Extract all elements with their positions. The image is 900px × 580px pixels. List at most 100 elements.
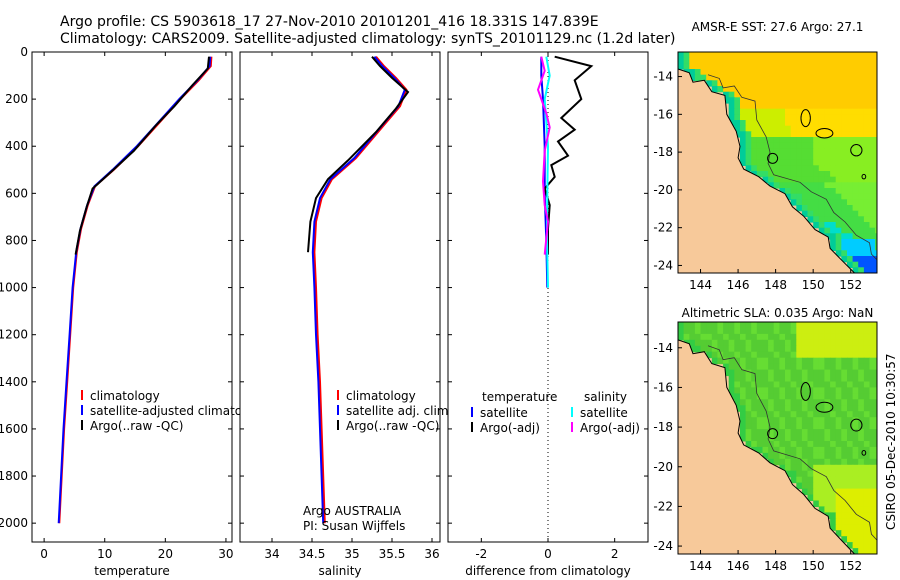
sst-map-cell: [869, 165, 876, 172]
sst-map-cell: [830, 216, 837, 223]
sst-map-cell: [762, 171, 769, 178]
sst-map-cell: [830, 103, 837, 110]
sla-map-cell: [852, 405, 859, 412]
sla-map-cell: [818, 375, 825, 382]
sst-map-cell: [875, 250, 877, 257]
sla-map-cell: [728, 339, 735, 347]
sst-map-cell: [841, 159, 848, 166]
sst-map-cell: [807, 57, 814, 64]
sst-map-cell: [863, 182, 871, 189]
sla-map-cell: [830, 488, 837, 496]
sla-map-cell: [745, 399, 752, 406]
sst-map-cell: [728, 103, 735, 110]
sla-map-cell: [762, 423, 769, 430]
sla-map-cell: [756, 375, 763, 382]
sst-map-cell: [869, 120, 876, 127]
sst-map-cell: [875, 74, 877, 81]
sst-map-cell: [740, 57, 747, 64]
sla-map-cell: [818, 357, 825, 365]
salinity-panel: 34 34.5 35 35.5 36salinityclimatologysatelli…: [239, 51, 452, 578]
sst-map-cell: [841, 182, 848, 189]
sst-map-y-tick-label: -20: [653, 183, 673, 197]
sla-map-cell: [773, 333, 780, 341]
sla-map-cell: [830, 512, 837, 519]
sst-map-cell: [852, 227, 859, 234]
sst-map-cell: [813, 97, 820, 104]
sla-map-cell: [841, 375, 848, 382]
sst-map-cell: [683, 52, 690, 59]
sla-map-cell: [813, 339, 820, 347]
sla-map-cell: [858, 458, 865, 466]
sst-map-cell: [717, 52, 724, 59]
sla-map-cell: [841, 458, 848, 466]
sla-map-cell: [824, 506, 831, 513]
sla-map-y-tick-label: -24: [653, 539, 673, 553]
sst-map-cell: [818, 137, 825, 144]
sst-map-cell: [852, 108, 859, 115]
sst-map-cell: [740, 142, 747, 149]
sla-map-cell: [824, 488, 831, 496]
sla-map-cell: [858, 429, 865, 436]
sst-map-cell: [835, 125, 842, 132]
sst-map-cell: [863, 154, 871, 161]
sst-map-cell: [728, 69, 735, 76]
sla-map-cell: [773, 381, 780, 388]
sst-map-cell: [869, 148, 876, 155]
sla-map-cell: [762, 446, 769, 454]
sst-map-cell: [785, 63, 792, 70]
sla-map-cell: [801, 375, 809, 382]
sst-map-cell: [835, 91, 842, 98]
sst-map-cell: [858, 137, 865, 144]
sst-map-cell: [768, 120, 775, 127]
temperature-y-tick-label: 1200: [0, 328, 28, 342]
sla-map-cell: [728, 363, 735, 371]
sst-map-depth-contour: [707, 74, 877, 261]
sla-map-cell: [740, 393, 747, 400]
sla-map-cell: [773, 357, 780, 365]
sla-map-cell: [785, 393, 792, 400]
sst-map-cell: [785, 52, 792, 59]
sst-map-cell: [796, 69, 803, 76]
sla-map-cell: [751, 375, 758, 382]
sla-map-cell: [813, 452, 820, 460]
sst-map-cell: [852, 142, 859, 149]
sla-map-cell: [807, 369, 814, 377]
sst-map-cell: [852, 91, 859, 98]
sst-map-cell: [835, 108, 842, 115]
sla-map-cell: [841, 536, 848, 543]
sst-map-cell: [863, 188, 871, 195]
sla-map-cell: [756, 339, 763, 347]
sst-map-cell: [835, 159, 842, 166]
sst-map-cell: [852, 193, 859, 200]
sla-map-cell: [835, 429, 842, 436]
sst-map-cell: [824, 80, 831, 87]
sla-map-cell: [869, 476, 876, 484]
sst-map-x-tick-label: 146: [727, 278, 750, 292]
sst-map-cell: [785, 142, 792, 149]
sla-map-cell: [824, 327, 831, 335]
sst-map-cell: [875, 267, 877, 273]
sst-map-cell: [678, 63, 685, 70]
sst-map-cell: [841, 222, 848, 229]
sla-map-cell: [818, 387, 825, 394]
sla-map-cell: [863, 429, 871, 436]
sst-map-cell: [841, 80, 848, 87]
sst-map-cell: [768, 69, 775, 76]
sst-map-cell: [852, 86, 859, 93]
sst-map-cell: [852, 216, 859, 223]
sst-map-cell: [762, 125, 769, 132]
sst-map-cell: [768, 176, 775, 183]
sst-map-cell: [751, 80, 758, 87]
sla-map-cell: [807, 393, 814, 400]
sst-map-cell: [779, 131, 786, 138]
sst-map-cell: [717, 69, 724, 76]
sst-map-cell: [869, 227, 876, 234]
sst-map-cell: [779, 159, 786, 166]
sst-map-cell: [785, 148, 792, 155]
sla-map-cell: [762, 327, 769, 335]
sla-map-cell: [813, 441, 820, 448]
sla-map-cell: [740, 411, 747, 418]
sst-map-cell: [841, 137, 848, 144]
sla-map-cell: [863, 375, 871, 382]
sst-map-cell: [830, 63, 837, 70]
